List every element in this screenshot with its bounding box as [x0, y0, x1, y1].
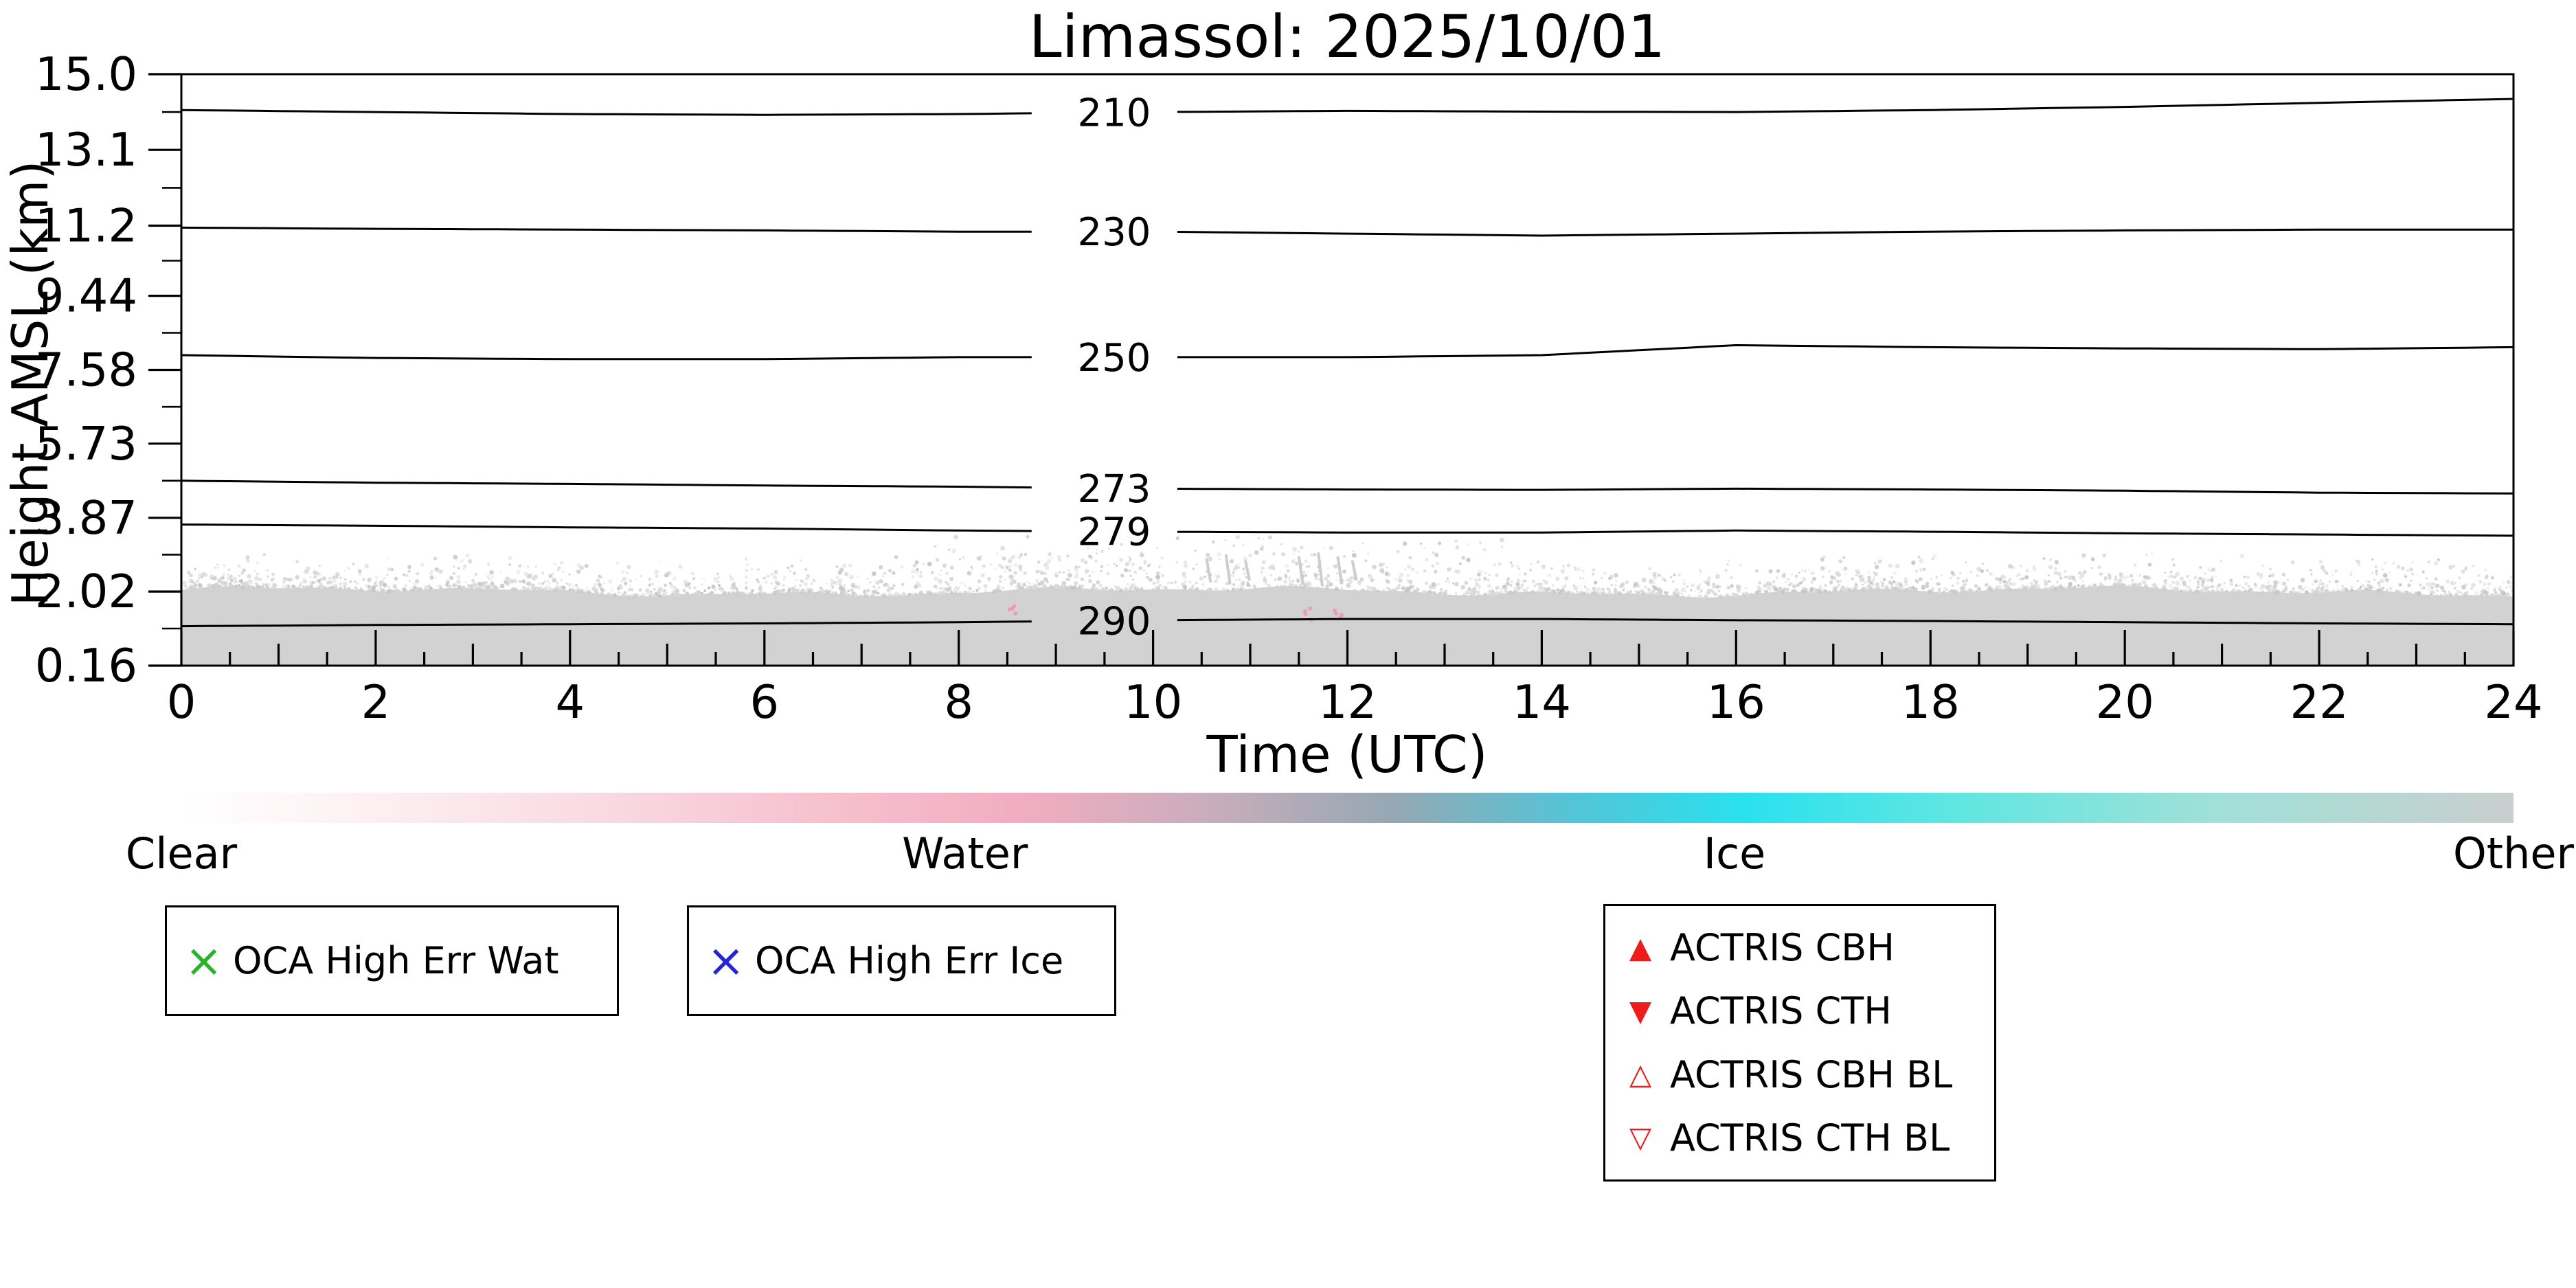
- colorbar-label-other: Other: [2452, 828, 2575, 879]
- legend-row-actris-cbh: ▲ ACTRIS CBH: [1623, 926, 1994, 969]
- contour-label: 230: [1078, 210, 1151, 255]
- legend-row-actris-cbh-bl: △ ACTRIS CBH BL: [1623, 1053, 1994, 1096]
- x-tick-label: 24: [2484, 675, 2542, 729]
- x-tick-label: 14: [1513, 675, 1571, 729]
- legend-oca-ice-label: OCA High Err Ice: [755, 939, 1064, 982]
- x-tick-label: 20: [2096, 675, 2154, 729]
- colorbar-label-water: Water: [902, 828, 1028, 879]
- actris-cth-label: ACTRIS CTH: [1670, 989, 1892, 1033]
- contour-label: 279: [1078, 510, 1151, 555]
- actris-cth-bl-label: ACTRIS CTH BL: [1670, 1116, 1950, 1160]
- y-tick-label: 2.02: [35, 565, 137, 618]
- legend-oca-wat-label: OCA High Err Wat: [233, 939, 559, 982]
- y-tick-label: 0.16: [35, 639, 137, 692]
- contour-label: 290: [1078, 599, 1151, 644]
- y-tick-label: 11.2: [35, 199, 137, 253]
- contour-label: 210: [1078, 91, 1151, 136]
- classification-colorbar: [181, 793, 2513, 823]
- x-tick-label: 18: [1901, 675, 1960, 729]
- legend-oca-high-err-wat: × OCA High Err Wat: [165, 905, 619, 1016]
- x-tick-label: 12: [1318, 675, 1377, 729]
- page-title: Limassol: 2025/10/01: [1028, 3, 1666, 71]
- actris-cbh-label: ACTRIS CBH: [1670, 926, 1895, 970]
- x-tick-label: 8: [944, 675, 973, 729]
- triangle-down-open-icon: ▽: [1629, 1120, 1652, 1155]
- x-tick-label: 2: [361, 675, 391, 729]
- y-tick-label: 13.1: [35, 123, 137, 177]
- y-tick-label: 7.58: [35, 343, 137, 397]
- y-tick-label: 5.73: [35, 417, 137, 471]
- triangle-up-open-icon: △: [1629, 1057, 1652, 1092]
- x-tick-label: 6: [749, 675, 779, 729]
- x-tick-label: 0: [167, 675, 196, 729]
- y-axis-label-text: Height AMSL (km): [1, 160, 59, 607]
- contour-label: 273: [1078, 467, 1151, 512]
- x-axis-label: Time (UTC): [1206, 725, 1488, 784]
- y-tick-label: 15.0: [35, 47, 137, 101]
- actris-cbh-bl-label: ACTRIS CBH BL: [1670, 1052, 1953, 1096]
- legend-oca-high-err-ice: × OCA High Err Ice: [687, 905, 1116, 1016]
- triangle-down-filled-icon: ▼: [1629, 993, 1652, 1028]
- x-tick-label: 4: [555, 675, 585, 729]
- legend-row-actris-cth-bl: ▽ ACTRIS CTH BL: [1623, 1116, 1994, 1160]
- water-specks: [1008, 604, 1344, 622]
- axis-ticks: [148, 73, 2515, 667]
- speckle-field: [182, 534, 2513, 599]
- triangle-up-filled-icon: ▲: [1629, 930, 1652, 964]
- tick-labels: 0 2 4 6 8 10 12 14 16 18 20 22 240.162.023.875.737.5…: [35, 47, 2543, 729]
- colorbar-label-ice: Ice: [1703, 828, 1766, 879]
- contour-label: 250: [1078, 336, 1151, 381]
- x-marker-green-icon: ×: [185, 934, 223, 987]
- y-tick-label: 9.44: [35, 269, 137, 323]
- x-tick-label: 10: [1124, 675, 1182, 729]
- y-tick-label: 3.87: [35, 491, 137, 545]
- x-tick-label: 22: [2290, 675, 2348, 729]
- x-tick-label: 16: [1707, 675, 1765, 729]
- legend-row-actris-cth: ▼ ACTRIS CTH: [1623, 989, 1994, 1032]
- colorbar-label-clear: Clear: [125, 828, 238, 879]
- fall-streaks: [1205, 552, 1358, 587]
- legend-actris: ▲ ACTRIS CBH ▼ ACTRIS CTH △ ACTRIS CBH B…: [1603, 904, 1996, 1182]
- plot-frame: [180, 73, 2515, 667]
- x-marker-blue-icon: ×: [707, 934, 745, 987]
